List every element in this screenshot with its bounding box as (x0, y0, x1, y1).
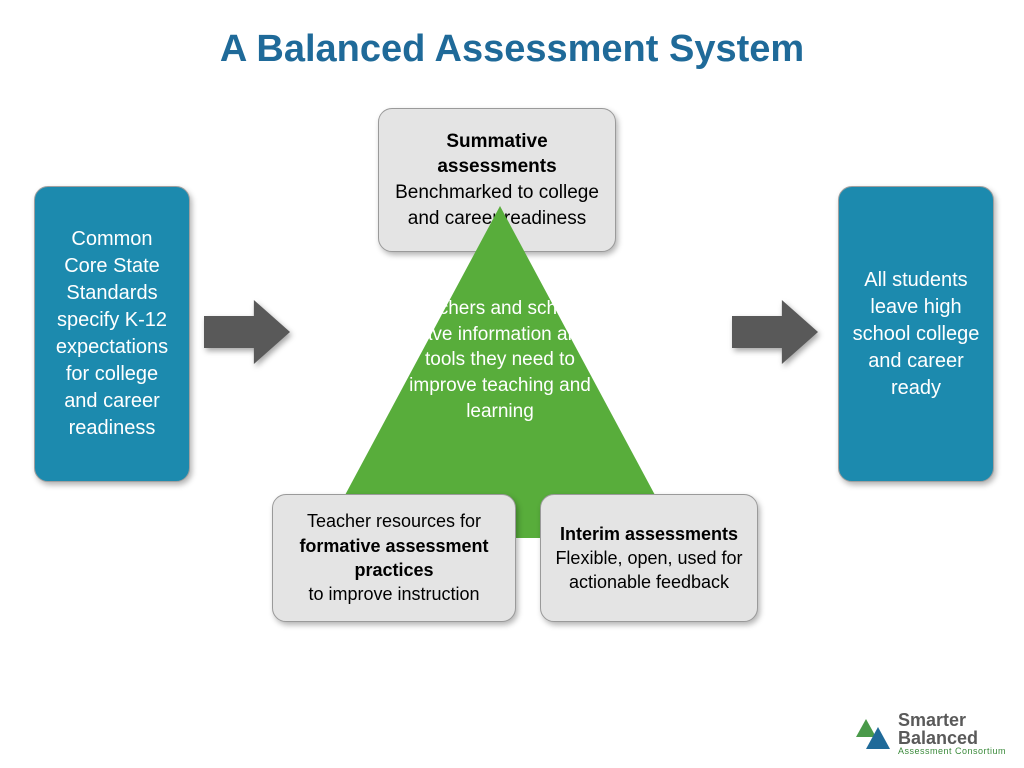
summative-box: Summative assessments Benchmarked to col… (378, 108, 616, 252)
logo-line1: Smarter (898, 711, 1006, 729)
summative-body: Benchmarked to college and career readin… (391, 180, 603, 231)
outcome-box: All students leave high school college a… (838, 186, 994, 482)
formative-bold: formative assessment practices (285, 534, 503, 583)
logo-line3: Assessment Consortium (898, 747, 1006, 756)
summative-title: Summative assessments (391, 129, 603, 180)
interim-body: Flexible, open, used for actionable feed… (553, 546, 745, 595)
triangle-text: Teachers and schools have information an… (390, 296, 610, 424)
arrow-left-icon (204, 300, 290, 364)
page-title: A Balanced Assessment System (0, 0, 1024, 71)
logo-triangles-icon (854, 715, 892, 753)
input-standards-box: Common Core State Standards specify K-12… (34, 186, 190, 482)
outcome-text: All students leave high school college a… (851, 267, 981, 402)
arrow-right-icon (732, 300, 818, 364)
formative-box: Teacher resources for formative assessme… (272, 494, 516, 622)
logo: Smarter Balanced Assessment Consortium (854, 711, 1006, 756)
logo-line2: Balanced (898, 729, 1006, 747)
interim-title: Interim assessments (560, 522, 738, 546)
formative-pre: Teacher resources for (307, 509, 481, 533)
formative-post: to improve instruction (308, 582, 479, 606)
input-standards-text: Common Core State Standards specify K-12… (47, 226, 177, 442)
interim-box: Interim assessments Flexible, open, used… (540, 494, 758, 622)
